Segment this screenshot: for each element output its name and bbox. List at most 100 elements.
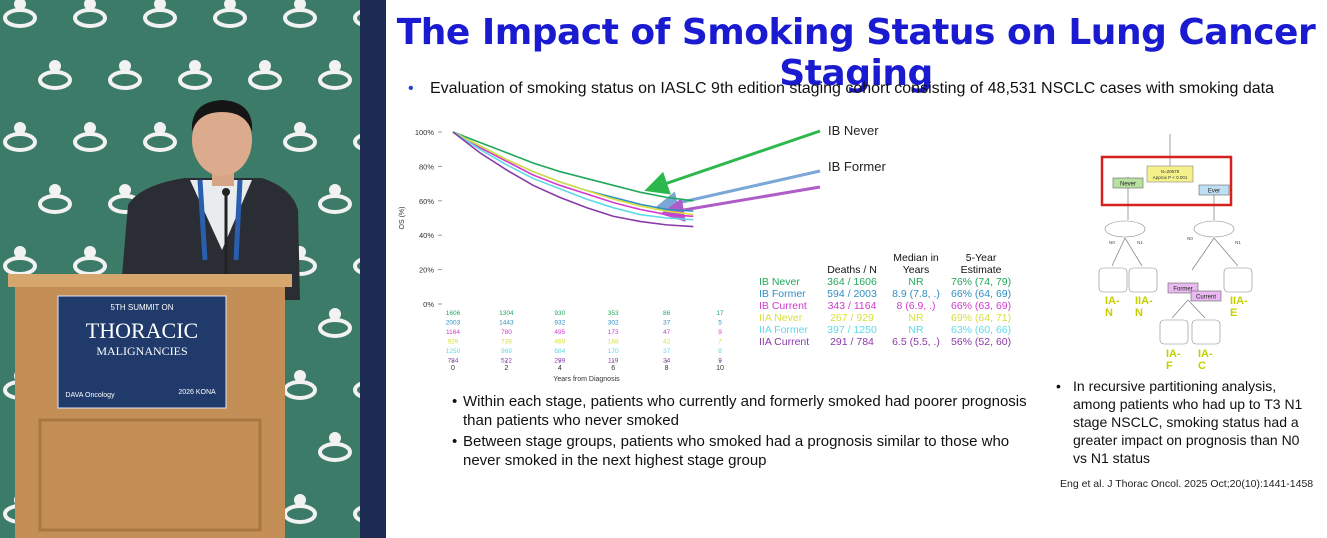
survival-curve [452, 131, 694, 221]
podium-text: THORACIC [86, 318, 198, 343]
at-risk-count: 932 [554, 320, 565, 327]
table-cell: 56% (52, 60) [951, 336, 1012, 348]
at-risk-count: 37 [663, 348, 671, 355]
x-tick-label: 6 [611, 365, 615, 372]
survival-curve [452, 131, 694, 202]
tree-leaf-label: F [1166, 360, 1173, 372]
logo-mark [329, 432, 341, 444]
logo-mark [154, 122, 166, 134]
tree-node-text: N=20678 [1161, 169, 1180, 174]
tree-note: In recursive partitioning analysis, amon… [1056, 377, 1313, 467]
table-cell: 8.9 (7.8, .) [892, 288, 940, 300]
tree-split: N0 [1187, 236, 1193, 241]
logo-mark [119, 60, 131, 72]
y-tick-label: 60% [419, 197, 434, 206]
at-risk-count: 780 [501, 329, 512, 336]
x-tick-label: 8 [665, 365, 669, 372]
at-risk-count: 299 [554, 358, 565, 365]
highlight-box [1100, 155, 1233, 207]
tree-branch-box [1112, 177, 1144, 189]
at-risk-count: 37 [663, 320, 671, 327]
tree-node-text: Approx P < 0.001 [1153, 175, 1188, 180]
table-header: Deaths / N [827, 264, 877, 276]
x-tick-label: 2 [504, 365, 508, 372]
row-name: IB Never [759, 276, 800, 288]
table-header: 5-Year Estimate [960, 252, 1002, 276]
tree-leaf [1128, 267, 1158, 293]
table-cell: 397 / 1250 [827, 324, 877, 336]
at-risk-count: 7 [718, 339, 722, 346]
at-risk-count: 119 [608, 358, 619, 365]
callout-label: IB Never [828, 123, 879, 138]
logo-mark [189, 60, 201, 72]
at-risk-count: 47 [663, 329, 671, 336]
logo-mark [14, 122, 26, 134]
table-row: IB Former 594 / 2003 8.9 (7.8, .) 66% (64, … [756, 288, 1014, 300]
table-cell: 76% (74, 79) [951, 276, 1012, 288]
table-cell: 66% (63, 69) [951, 300, 1012, 312]
table-cell: NR [908, 276, 924, 288]
row-name: IB Former [759, 288, 806, 300]
table-cell: 69% (64, 71) [951, 312, 1012, 324]
row-name: IIA Former [759, 324, 809, 336]
at-risk-count: 9 [718, 329, 722, 336]
y-axis-label: OS (%) [399, 207, 406, 230]
logo-mark [84, 0, 96, 10]
callout-arrow [660, 185, 821, 222]
at-risk-count: 1606 [446, 310, 461, 317]
logo-mark [294, 0, 306, 10]
table-header: Median in Years [893, 252, 939, 276]
x-tick-label: 0 [451, 365, 455, 372]
callout-arrow [644, 129, 821, 195]
at-risk-count: 1443 [499, 320, 514, 327]
table-cell: NR [908, 312, 924, 324]
at-risk-count: 784 [448, 358, 459, 365]
logo-mark [14, 246, 26, 258]
logo-mark [294, 370, 306, 382]
at-risk-count: 9 [718, 358, 722, 365]
logo-mark [294, 122, 306, 134]
at-risk-count: 173 [608, 329, 619, 336]
podium: 5TH SUMMIT ON THORACIC MALIGNANCIES DAVA… [8, 274, 292, 538]
y-tick-label: 40% [419, 231, 434, 240]
tree-node [1146, 165, 1194, 183]
citation: Eng et al. J Thorac Oncol. 2025 Oct;20(1… [1060, 478, 1314, 490]
table-cell: 291 / 784 [830, 336, 874, 348]
speaker [120, 100, 300, 300]
table-cell: 594 / 2003 [827, 288, 877, 300]
row-name: IIA Never [759, 312, 803, 324]
at-risk-count: 5 [718, 320, 722, 327]
logo-mark [224, 0, 236, 10]
table-cell: 8 (6.9, .) [896, 300, 936, 312]
tree-leaf-label: IA- [1198, 348, 1213, 360]
podium-text: 5TH SUMMIT ON [111, 303, 174, 312]
table-row: IB Never 364 / 1606 NR 76% (74, 79) [756, 276, 1014, 288]
tree-branch: Former [1173, 287, 1192, 293]
tree-branch: Never [1120, 182, 1136, 188]
at-risk-count: 353 [608, 310, 619, 317]
at-risk-count: 1304 [499, 310, 514, 317]
row-name: IIA Current [759, 336, 810, 348]
logo-mark [259, 60, 271, 72]
at-risk-count: 42 [663, 339, 671, 346]
table-cell: 267 / 929 [830, 312, 874, 324]
tree-leaf-label: IIA- [1230, 295, 1248, 307]
tree-split: N1 [1235, 240, 1241, 245]
at-risk-count: 17 [716, 310, 724, 317]
at-risk-count: 8 [718, 348, 722, 355]
tree-leaf-label: IIA- [1135, 295, 1153, 307]
y-tick-label: 0% [423, 300, 434, 309]
table-cell: 6.5 (5.5, .) [892, 336, 940, 348]
findings: Within each stage, patients who currentl… [452, 392, 1032, 472]
slide-title: The Impact of Smoking Status on Lung Can… [396, 12, 1316, 94]
logo-mark [329, 60, 341, 72]
tree-node [1193, 220, 1235, 238]
callout-label: IB Former [828, 159, 886, 174]
row-name: IB Current [759, 300, 807, 312]
logo-mark [294, 494, 306, 506]
at-risk-count: 170 [608, 348, 619, 355]
logo-mark [49, 184, 61, 196]
y-tick-label: 20% [419, 266, 434, 275]
podium-text: 2026 KONA [178, 389, 216, 396]
